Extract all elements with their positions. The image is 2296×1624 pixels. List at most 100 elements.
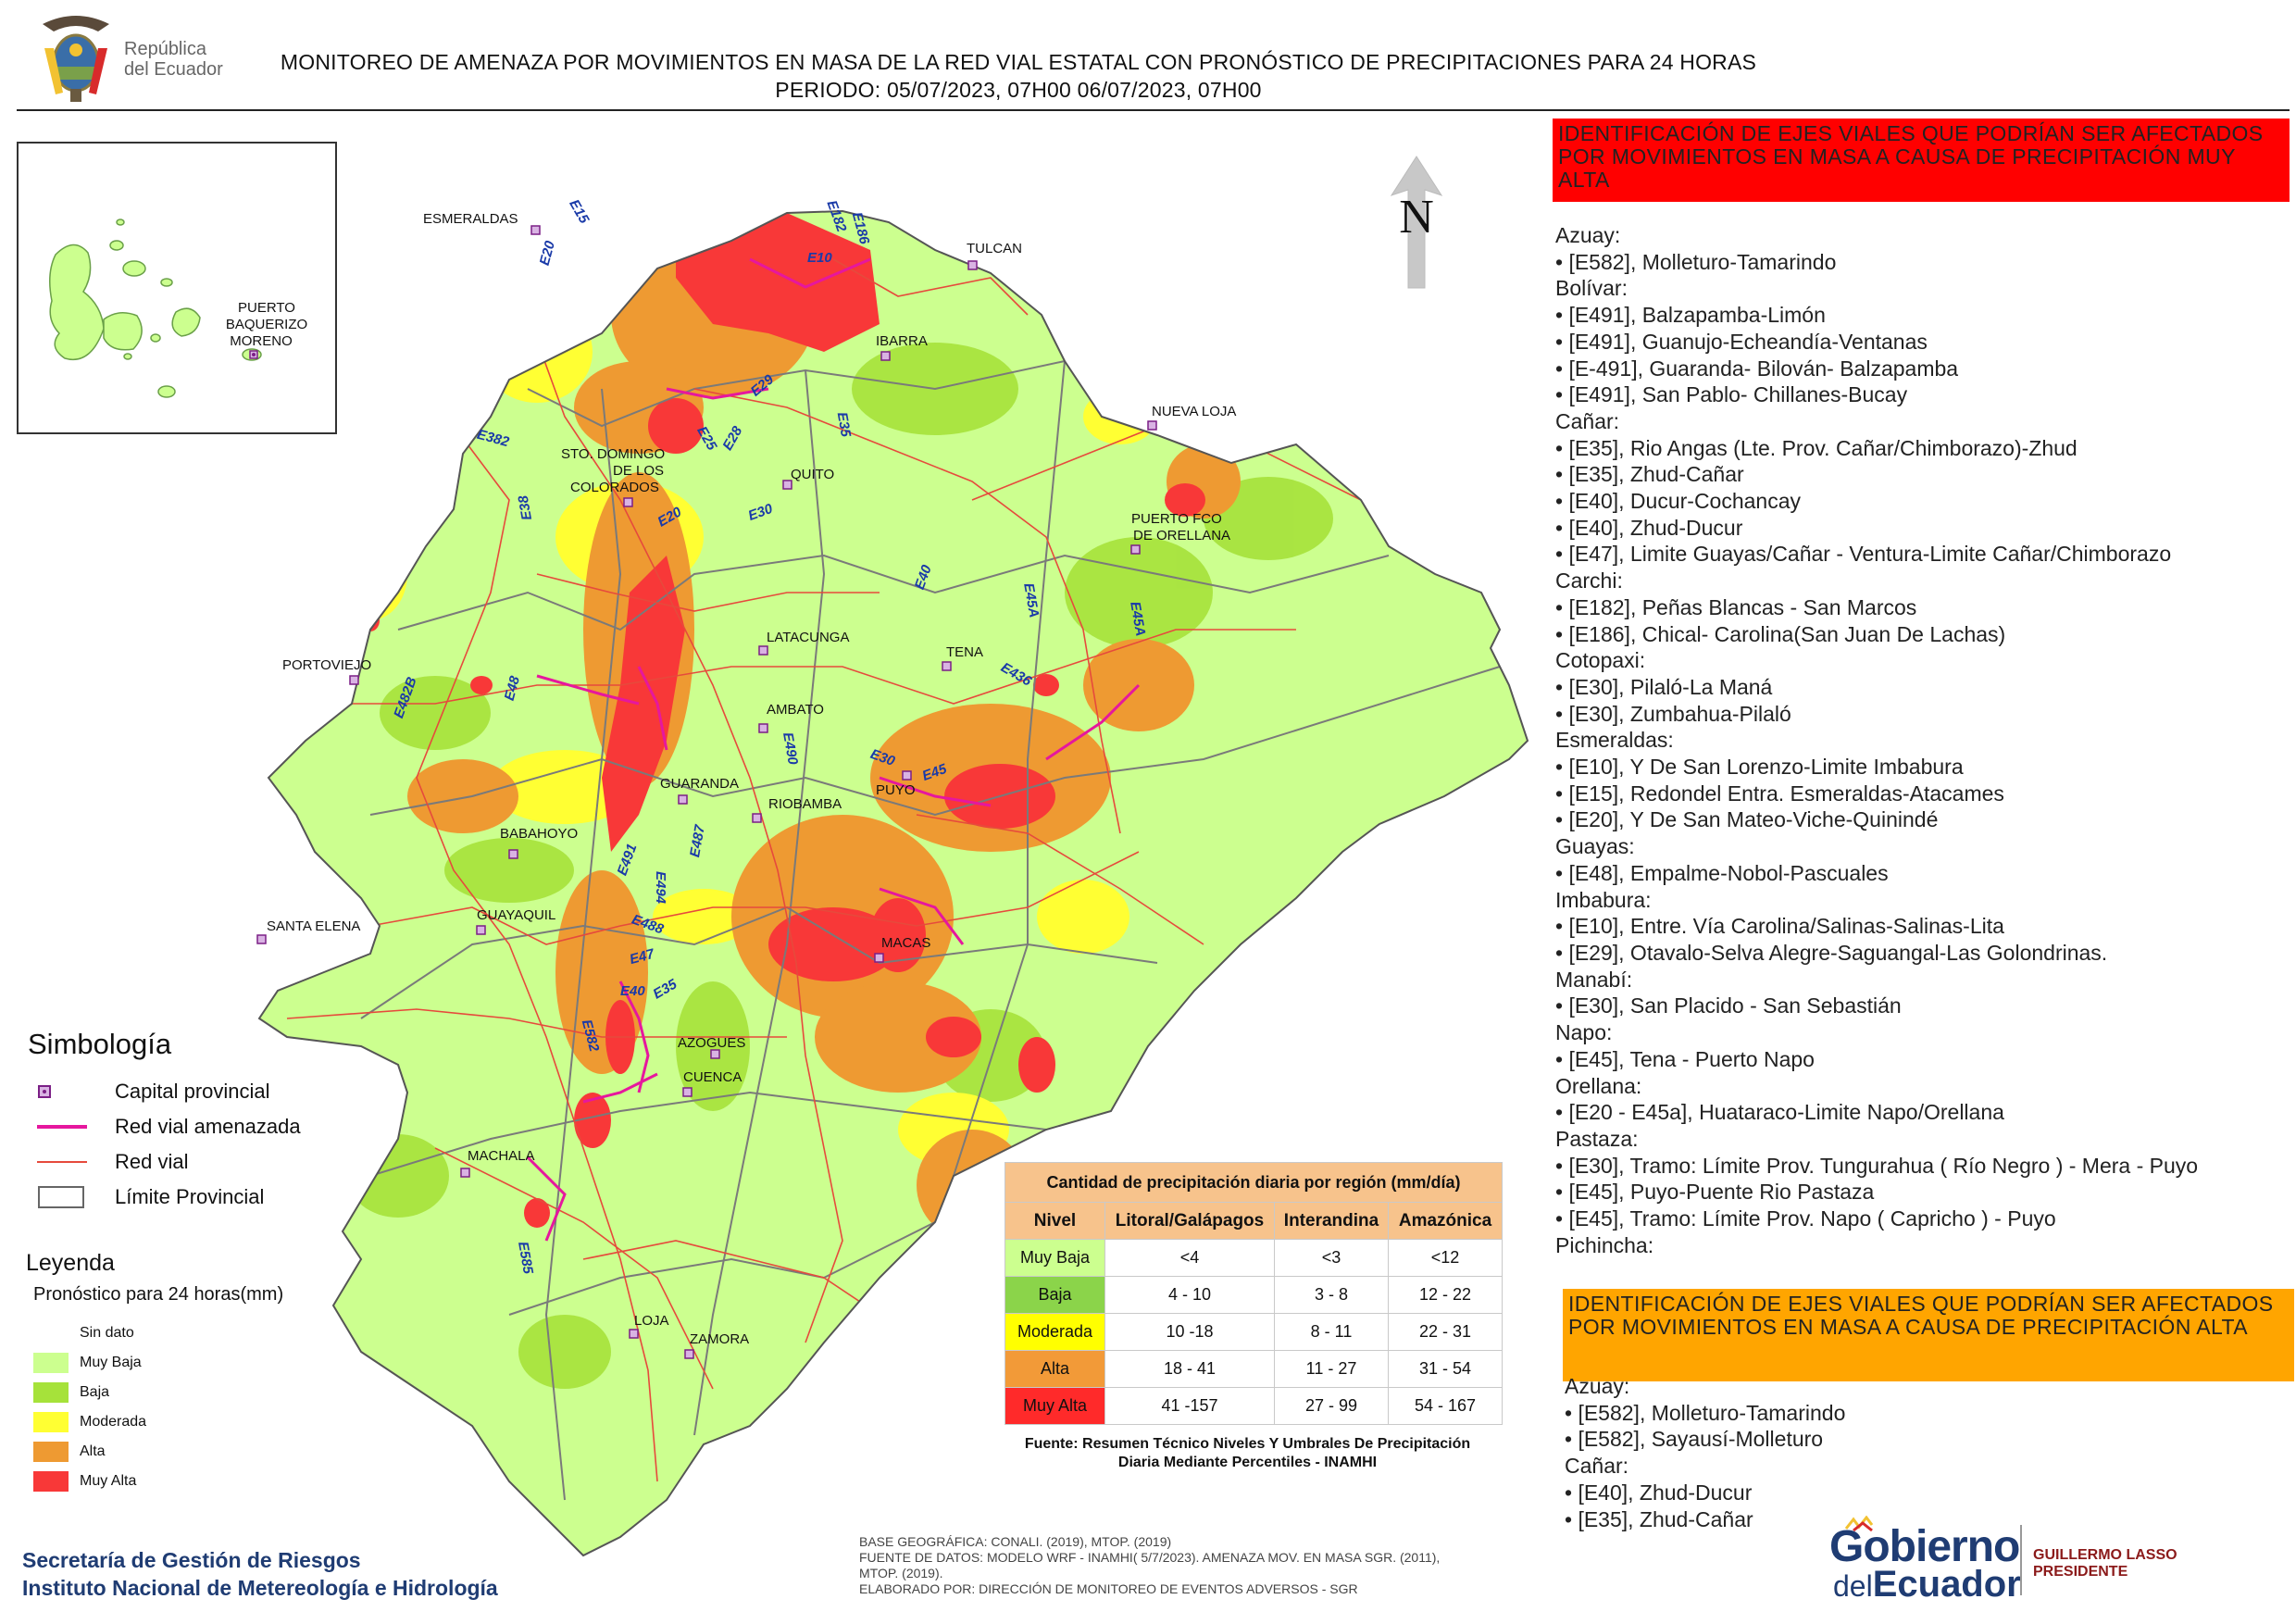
road-segment-item: • [E35], Rio Angas (Lte. Prov. Cañar/Chi…	[1555, 435, 2078, 460]
symbology-legend: Simbología Capital provincial Red vial a…	[28, 1028, 398, 1215]
very-high-panel-title: IDENTIFICACIÓN DE EJES VIALES QUE PODRÍA…	[1553, 119, 2290, 202]
province-heading: Imbabura:	[1555, 887, 1652, 912]
road-segment-item: • [E45], Tramo: Límite Prov. Napo ( Capr…	[1555, 1206, 2056, 1231]
city-label-babahoyo: BABAHOYO	[500, 826, 579, 842]
city-label-macas: MACAS	[881, 935, 931, 951]
province-heading: Pichincha:	[1555, 1232, 1654, 1257]
table-cell: 41 -157	[1104, 1387, 1275, 1425]
road-segment-item: • [E30], Zumbahua-Pilaló	[1555, 701, 1791, 726]
galapagos-islands-shape: PUERTO BAQUERIZO MORENO	[49, 219, 307, 398]
city-label-portoviejo: PORTOVIEJO	[282, 657, 372, 673]
road-segment-item: • [E186], Chical- Carolina(San Juan De L…	[1555, 621, 2006, 646]
table-cell: <12	[1388, 1239, 1503, 1277]
inset-city-label-3: MORENO	[230, 333, 293, 349]
table-header: Litoral/Galápagos	[1104, 1202, 1275, 1240]
city-label-zamora: ZAMORA	[690, 1331, 750, 1347]
road-segment-item: • [E45], Tena - Puerto Napo	[1555, 1046, 1815, 1071]
precipitation-table: Cantidad de precipitación diaria por reg…	[1004, 1162, 1503, 1425]
table-cell: 10 -18	[1104, 1313, 1275, 1351]
forecast-legend: Leyenda Pronóstico para 24 horas(mm) Sin…	[26, 1250, 378, 1496]
province-heading: Azuay:	[1565, 1374, 1630, 1398]
city-label-cuenca: CUENCA	[683, 1069, 742, 1085]
credit-line: ELABORADO POR: DIRECCIÓN DE MONITOREO DE…	[859, 1581, 1358, 1596]
ecuador-risk-map-svg	[256, 210, 1529, 1556]
city-label-guaranda: GUARANDA	[660, 776, 740, 792]
road-segment-item: • [E45], Puyo-Puente Rio Pastaza	[1555, 1180, 1875, 1205]
road-segment-item: • [E40], Zhud-Ducur	[1565, 1480, 1753, 1505]
city-label-guayaquil: GUAYAQUIL	[477, 907, 556, 923]
road-segment-item: • [E29], Otavalo-Selva Alegre-Saguangal-…	[1555, 940, 2108, 965]
city-label-puyo: PUYO	[876, 782, 916, 798]
legend-item: Muy Alta	[26, 1467, 378, 1496]
table-cell: 54 - 167	[1388, 1387, 1503, 1425]
province-heading: Carchi:	[1555, 568, 1623, 593]
title-period: PERIODO: 05/07/2023, 07H00 06/07/2023, 0…	[775, 78, 1262, 102]
table-row: Baja 4 - 10 3 - 8 12 - 22	[1004, 1276, 1503, 1314]
road-segment-item: • [E40], Zhud-Ducur	[1555, 515, 1743, 540]
table-cell: 31 - 54	[1388, 1350, 1503, 1388]
road-segment-item: • [E582], Molleturo-Tamarindo	[1565, 1400, 1846, 1425]
table-cell: <4	[1104, 1239, 1275, 1277]
road-segment-item: • [E48], Empalme-Nobol-Pascuales	[1555, 860, 1889, 885]
road-segment-item: • [E47], Limite Guayas/Cañar - Ventura-L…	[1555, 542, 2172, 567]
republica-text: República del Ecuador	[124, 39, 223, 80]
city-label-machala: MACHALA	[468, 1148, 535, 1164]
threatened-road-line-icon	[37, 1125, 87, 1129]
table-cell: 11 - 27	[1274, 1350, 1389, 1388]
road-label-e40-south: E40	[620, 983, 645, 999]
road-line-icon	[37, 1161, 87, 1163]
level-cell: Muy Alta	[1004, 1387, 1105, 1425]
legend-swatch	[33, 1412, 69, 1432]
road-segment-item: • [E30], Pilaló-La Maná	[1555, 674, 1773, 699]
province-heading: Guayas:	[1555, 834, 1635, 859]
gobierno-ecuador-logo: Gobierno delEcuador GUILLERMO LASSO PRES…	[1824, 1514, 2268, 1606]
city-label-riobamba: RIOBAMBA	[768, 796, 842, 812]
table-cell: 3 - 8	[1274, 1276, 1389, 1314]
city-label-santa-elena: SANTA ELENA	[267, 918, 361, 934]
legend-swatch	[33, 1353, 69, 1373]
logo-accent-icon	[1844, 1516, 1874, 1532]
table-header: Interandina	[1274, 1202, 1389, 1240]
inset-city-label-1: PUERTO	[238, 300, 295, 316]
road-segment-item: • [E10], Entre. Vía Carolina/Salinas-Sal…	[1555, 914, 2004, 939]
inset-city-label-2: BAQUERIZO	[226, 317, 307, 332]
city-label-ambato: AMBATO	[767, 702, 824, 718]
city-label-de-orellana: DE ORELLANA	[1133, 528, 1231, 543]
legend-swatch	[33, 1442, 69, 1462]
north-arrow: N	[1384, 153, 1449, 292]
legend-item: Baja	[26, 1378, 378, 1407]
table-cell: 27 - 99	[1274, 1387, 1389, 1425]
province-heading: Pastaza:	[1555, 1126, 1639, 1151]
road-segment-item: • [E35], Zhud-Cañar	[1555, 462, 1744, 487]
road-segment-item: • [E182], Peñas Blancas - San Marcos	[1555, 594, 1917, 619]
header-divider	[17, 109, 2290, 111]
city-label-latacunga: LATACUNGA	[767, 630, 850, 645]
table-title: Cantidad de precipitación diaria por reg…	[1004, 1162, 1503, 1203]
road-segment-item: • [E10], Y De San Lorenzo-Limite Imbabur…	[1555, 755, 1964, 780]
city-label-de-los: DE LOS	[613, 463, 665, 479]
city-label-sto-domingo: STO. DOMINGO	[561, 446, 666, 462]
legend-title: Leyenda	[26, 1250, 115, 1276]
road-segment-item: • [E20], Y De San Mateo-Viche-Quinindé	[1555, 807, 1939, 832]
high-panel-title: IDENTIFICACIÓN DE EJES VIALES QUE PODRÍA…	[1563, 1289, 2294, 1381]
table-cell: <3	[1274, 1239, 1389, 1277]
republica-logo: República del Ecuador	[33, 11, 246, 104]
table-cell: 4 - 10	[1104, 1276, 1275, 1314]
province-heading: Azuay:	[1555, 223, 1621, 247]
credit-line: FUENTE DE DATOS: MODELO WRF - INAMHI( 5/…	[859, 1550, 1441, 1580]
road-segment-item: • [E582], Sayausí-Molleturo	[1565, 1427, 1824, 1452]
legend-item: Muy Baja	[26, 1348, 378, 1378]
table-header: Nivel	[1004, 1202, 1105, 1240]
city-label-ibarra: IBARRA	[876, 333, 928, 349]
city-label-tulcan: TULCAN	[967, 241, 1023, 256]
legend-item: Alta	[26, 1437, 378, 1467]
legend-swatch	[33, 1471, 69, 1492]
road-segment-item: • [E582], Molleturo-Tamarindo	[1555, 249, 1837, 274]
high-roads-list: Azuay: • [E582], Molleturo-Tamarindo • [E5…	[1565, 1373, 2213, 1532]
province-heading: Esmeraldas:	[1555, 728, 1674, 753]
road-segment-item: • [E40], Ducur-Cochancay	[1555, 489, 1802, 514]
province-heading: Cotopaxi:	[1555, 648, 1646, 673]
city-label-azogues: AZOGUES	[678, 1035, 746, 1051]
ecuador-main-map: ESMERALDAS TULCAN IBARRA NUEVA LOJA STO.…	[231, 111, 1546, 1611]
table-cell: 22 - 31	[1388, 1313, 1503, 1351]
